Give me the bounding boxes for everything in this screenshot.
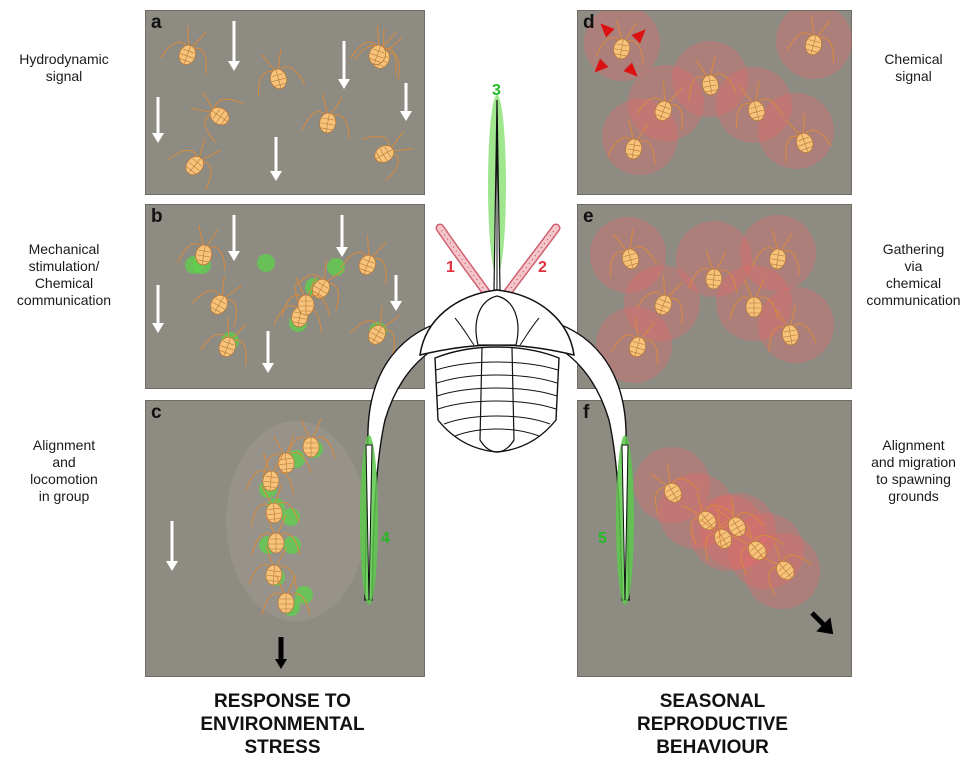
glabella — [475, 295, 519, 346]
chemical-cloud — [295, 586, 313, 604]
panel-b: b — [145, 204, 425, 389]
panel-letter-d: d — [583, 12, 595, 33]
appendage-number-1: 1 — [446, 259, 455, 276]
trilobite-larva — [735, 81, 784, 129]
migration-arrow — [810, 611, 834, 635]
current-arrow — [275, 637, 287, 669]
trilobite-larva — [607, 119, 656, 165]
signal-arrowhead — [631, 29, 646, 44]
label-f: Alignment and migration to spawning grou… — [871, 437, 956, 504]
median-spine-glow — [488, 95, 506, 275]
signal-arrowhead — [623, 62, 638, 77]
trilobite-larva — [177, 225, 226, 271]
chemical-cloud — [758, 287, 834, 363]
trilobite-larva — [301, 93, 350, 139]
panel-letter-e: e — [583, 206, 594, 227]
trilobite-larva — [251, 514, 301, 556]
trilobite-larva — [636, 81, 683, 131]
label-b: Mechanical stimulation/ Chemical communi… — [16, 241, 112, 308]
signal-arrowhead — [594, 58, 609, 73]
current-arrow — [262, 331, 274, 373]
current-arrow — [400, 83, 412, 121]
right-antennule — [503, 223, 561, 297]
trilobite-larva — [768, 305, 817, 351]
current-arrow — [166, 521, 178, 571]
trilobite-larva — [350, 25, 397, 75]
median-spine — [493, 99, 501, 291]
current-arrow — [270, 137, 282, 181]
signal-arrowhead — [600, 23, 615, 38]
panel-a: a — [145, 10, 425, 195]
trilobite-larva — [160, 25, 207, 75]
trilobite-larva — [190, 91, 244, 144]
trilobite-larva — [361, 131, 414, 182]
current-arrow — [152, 285, 164, 333]
trilobite-larva — [688, 55, 737, 101]
heading-environmental-stress: RESPONSE TO ENVIRONMENTAL STRESS — [200, 691, 365, 758]
trilobite-larva — [785, 113, 832, 163]
trilobite-larva — [262, 434, 312, 478]
panel-letter-a: a — [151, 12, 162, 33]
trilobite-larva — [700, 509, 751, 562]
panel-letter-b: b — [151, 206, 163, 227]
label-e: Gathering via chemical communication — [866, 241, 961, 308]
trilobite-larva — [729, 278, 779, 320]
trilobite-larva — [261, 574, 311, 616]
trilobite-larva — [714, 497, 765, 550]
trilobite-larva — [250, 484, 300, 528]
left-antennule — [435, 223, 491, 297]
label-d: Chemical signal — [884, 51, 943, 84]
trilobite-larva — [731, 522, 784, 576]
panel-b-illustration — [152, 215, 402, 373]
trilobite-larva — [257, 49, 306, 97]
panel-letter-f: f — [583, 402, 590, 423]
trilobite-larva — [786, 15, 835, 63]
chemical-cloud — [282, 508, 300, 526]
trilobite-larva — [293, 259, 344, 312]
panel-c: c — [145, 400, 425, 677]
panel-e: e — [577, 204, 852, 389]
trilobite-larva — [349, 305, 400, 358]
trilobite-larva — [751, 229, 800, 275]
panel-c-illustration — [166, 418, 366, 669]
current-arrow — [336, 215, 348, 257]
panel-e-illustration — [590, 215, 834, 383]
trilobite-larva — [191, 275, 242, 328]
current-arrow — [228, 215, 240, 261]
trilobite-larva — [650, 463, 701, 516]
panel-a-illustration — [152, 21, 414, 191]
chemical-cloud — [257, 254, 275, 272]
trilobite-larva — [340, 235, 387, 285]
label-a: Hydrodynamic signal — [19, 51, 109, 84]
panel-f: f — [577, 400, 852, 677]
panel-d: d — [577, 10, 852, 195]
trilobite-larva — [610, 317, 659, 365]
trilobite-larva — [688, 250, 738, 294]
trilobite-larva — [168, 137, 221, 191]
current-arrow — [152, 97, 164, 143]
panel-f-illustration — [634, 447, 834, 635]
appendage-number-3: 3 — [492, 82, 501, 99]
current-arrow — [228, 21, 240, 71]
label-c: Alignment and locomotion in group — [30, 437, 98, 504]
thorax — [434, 346, 560, 453]
panel-letter-c: c — [151, 402, 162, 423]
trilobite-larva — [281, 276, 331, 318]
appendage-number-2: 2 — [538, 259, 547, 276]
trilobite-larva — [609, 229, 658, 277]
cephalon — [419, 289, 575, 356]
trilobite-larva — [636, 275, 683, 325]
trilobite-larva — [681, 492, 734, 546]
heading-reproductive-behaviour: SEASONAL REPRODUCTIVE BEHAVIOUR — [637, 691, 788, 758]
trilobite-larva — [759, 542, 812, 596]
chemical-cloud — [327, 258, 345, 276]
panel-d-illustration — [584, 11, 852, 175]
trilobite-larva — [200, 317, 247, 367]
chemical-cloud — [283, 536, 301, 554]
current-arrow — [338, 41, 350, 89]
trilobite-larva — [595, 19, 644, 65]
current-arrow — [390, 275, 402, 311]
